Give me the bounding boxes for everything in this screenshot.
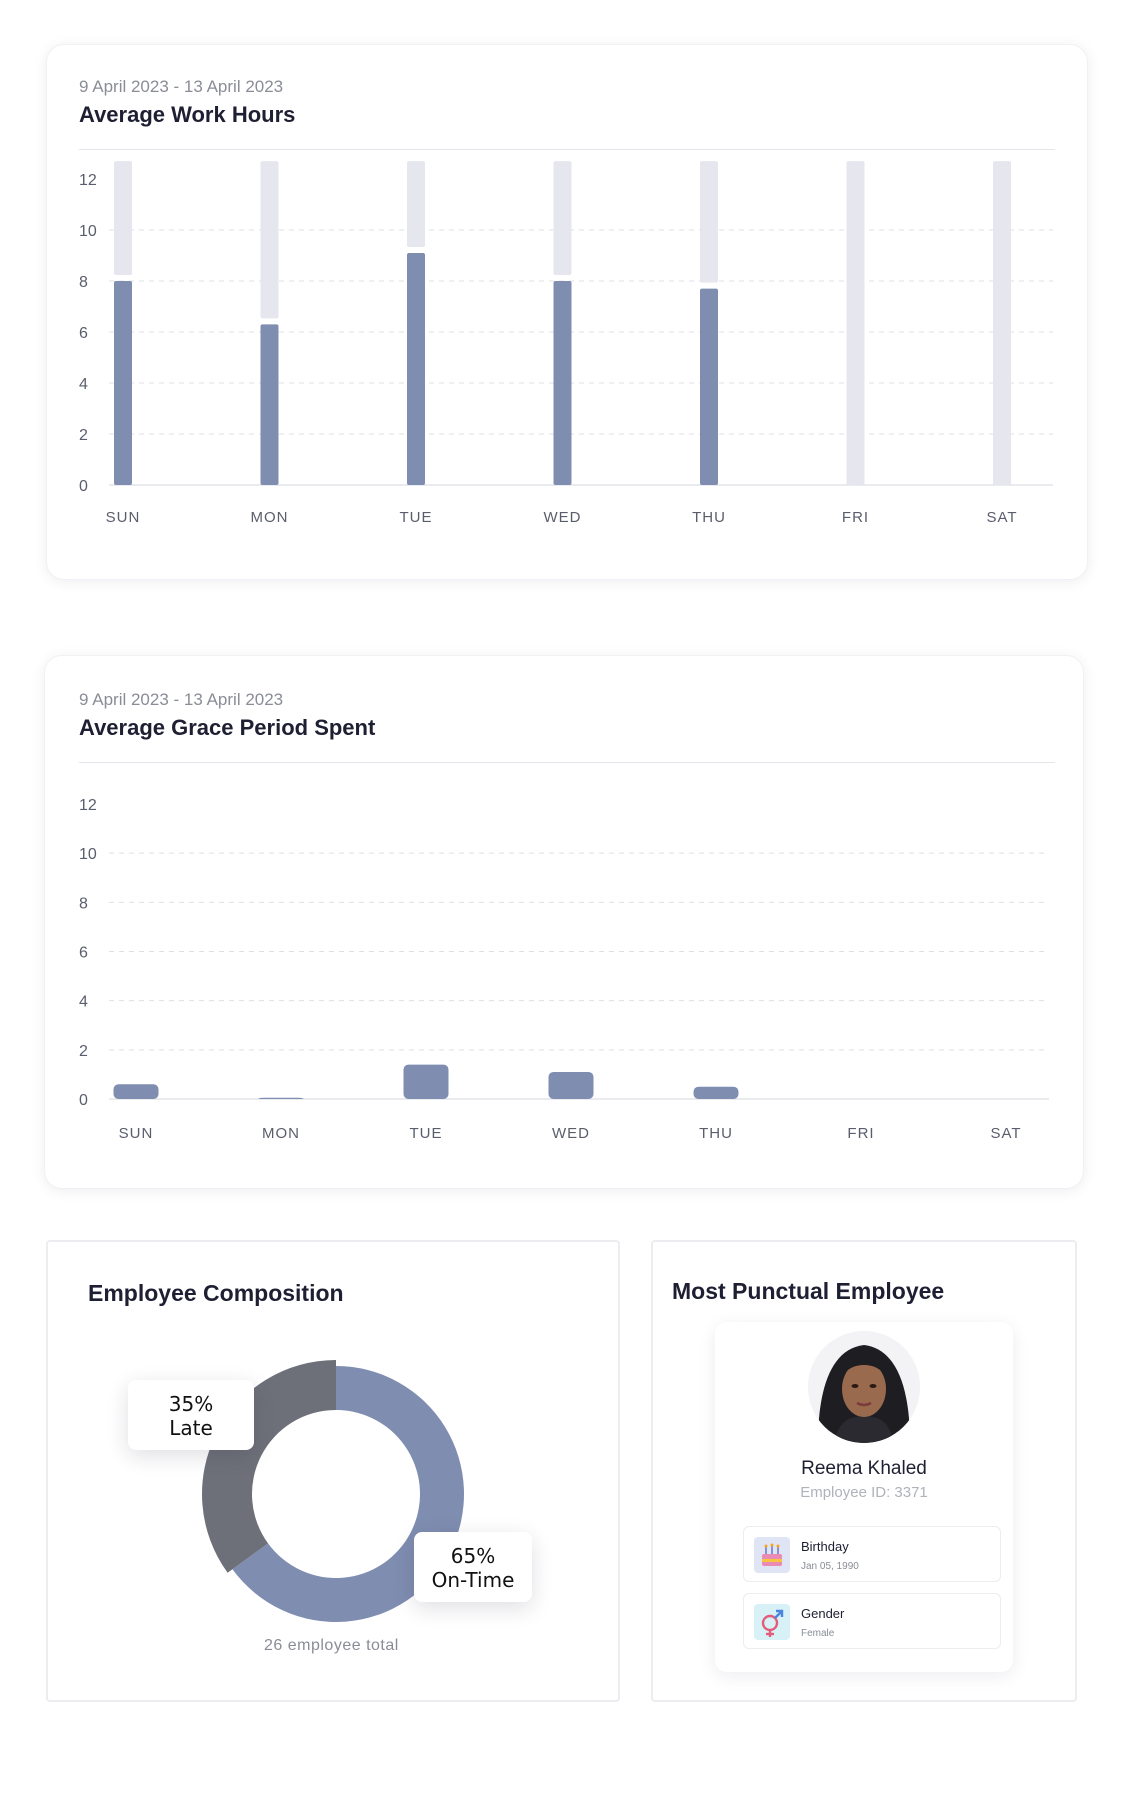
employee-profile-card[interactable]: Reema Khaled Employee ID: 3371 Birthday … [715,1322,1013,1672]
bar-sat-remaining [993,161,1011,485]
y-tick-label: 6 [79,325,88,342]
x-tick-label: SUN [106,509,141,526]
work-hours-card: 9 April 2023 - 13 April 2023 Average Wor… [46,44,1088,580]
y-tick-label: 0 [79,1092,88,1109]
x-tick-label: FRI [847,1125,874,1142]
bar-thu [700,288,718,485]
x-tick-label: MON [251,509,289,526]
x-tick-label: MON [262,1125,300,1142]
gender-value: Female [801,1628,835,1639]
bar-mon [258,1097,304,1099]
gender-row: Gender Female [743,1593,1001,1649]
most-punctual-title: Most Punctual Employee [672,1278,945,1304]
y-tick-label: 8 [79,274,88,291]
late-callout: 35% Late [128,1380,254,1450]
bar-mon [260,324,279,485]
composition-donut-chart [202,1360,464,1622]
bar-wed-remaining [553,161,572,275]
birthday-value: Jan 05, 1990 [801,1561,859,1572]
birthday-label: Birthday [801,1539,849,1554]
bar-tue-remaining [407,161,425,247]
employee-total: 26 employee total [264,1637,399,1654]
bar-wed [553,281,572,485]
bar-sun-remaining [114,161,132,275]
y-tick-label: 0 [79,478,88,495]
gender-label: Gender [801,1606,845,1621]
x-tick-label: SAT [986,509,1017,526]
employee-composition-title: Employee Composition [88,1280,344,1306]
employee-composition-card: Employee Composition 35% Late 65% On-Tim… [46,1240,620,1702]
donut-slice-on-time [232,1366,464,1622]
x-tick-label: SUN [119,1125,154,1142]
work-hours-chart: 0 2 4 6 8 10 12 SUN MON TUE WED THU FRI SAT [79,161,1053,526]
most-punctual-employee-card: Most Punctual Employee Reema Khaled Empl… [651,1240,1077,1702]
x-tick-label: THU [699,1125,733,1142]
bar-thu-remaining [700,161,718,283]
x-tick-label: THU [692,509,726,526]
birthday-row: Birthday Jan 05, 1990 [743,1526,1001,1582]
x-tick-label: WED [552,1125,590,1142]
work-hours-title: Average Work Hours [79,102,296,127]
work-hours-divider [79,149,1055,150]
x-tick-label: FRI [842,509,869,526]
y-tick-label: 10 [79,846,97,863]
bar-sun [114,281,132,485]
late-percentage: 35% [168,1392,214,1416]
employee-id: Employee ID: 3371 [800,1484,928,1501]
bar-fri-remaining [846,161,865,485]
bar-wed [548,1071,594,1099]
bar-thu [693,1086,739,1099]
late-label: Late [169,1416,213,1440]
y-tick-label: 6 [79,945,88,962]
bar-mon-remaining [260,161,279,319]
x-tick-label: WED [544,509,582,526]
y-tick-label: 10 [79,223,97,240]
y-tick-label: 4 [79,376,88,393]
y-tick-label: 8 [79,895,88,912]
grace-period-card: 9 April 2023 - 13 April 2023 Average Gra… [44,655,1084,1189]
bar-tue [403,1064,449,1099]
employee-name: Reema Khaled [801,1458,927,1479]
grace-period-date-range: 9 April 2023 - 13 April 2023 [79,690,284,709]
x-tick-label: SAT [990,1125,1021,1142]
avatar [808,1331,920,1443]
cake-icon [754,1537,790,1573]
ontime-label: On-Time [431,1568,515,1592]
y-tick-label: 12 [79,172,97,189]
work-hours-date-range: 9 April 2023 - 13 April 2023 [79,77,284,96]
grace-period-chart: 0 2 4 6 8 10 12 SUN MON TUE WED THU FRI SAT [79,797,1049,1142]
y-tick-label: 2 [79,1043,88,1060]
grace-period-title: Average Grace Period Spent [79,715,376,740]
x-tick-label: TUE [410,1125,443,1142]
gender-icon [754,1604,790,1640]
bar-tue [407,252,425,485]
y-tick-label: 4 [79,994,88,1011]
x-tick-label: TUE [400,509,433,526]
y-tick-label: 12 [79,797,97,814]
ontime-callout: 65% On-Time [414,1532,532,1602]
grace-period-divider [79,762,1055,763]
ontime-percentage: 65% [450,1544,496,1568]
bar-sun [113,1084,159,1099]
y-tick-label: 2 [79,427,88,444]
